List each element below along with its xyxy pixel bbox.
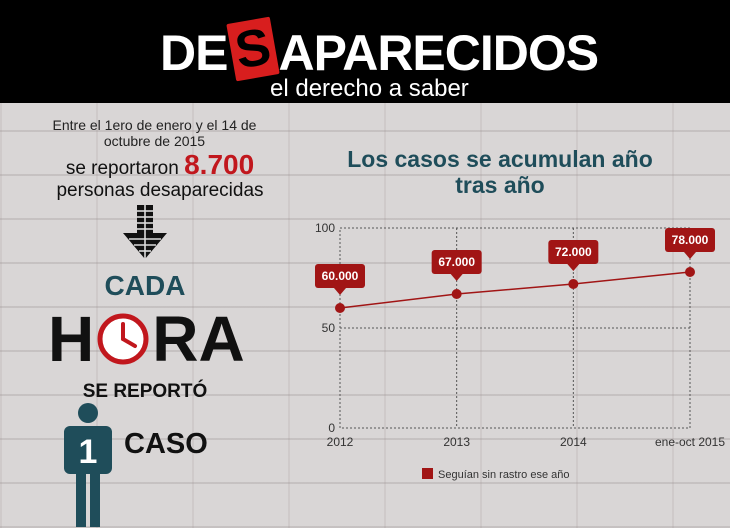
hora-word: H RA [48,303,245,375]
data-point [568,279,579,289]
data-label-box [431,250,482,274]
data-point [451,289,462,299]
line-chart: 0 50 100 2012 2013 2014 ene-oct 2015 60.000 67.0… [315,221,725,481]
intro-suffix: personas desaparecidas [56,180,264,201]
data-label-box [315,264,365,288]
data-label-pointer [567,264,580,271]
hora-right: RA [152,303,245,375]
person-number: 1 [79,433,98,471]
x-tick-label: 2012 [327,435,354,449]
series-line [339,271,691,309]
data-label-box [665,228,715,252]
data-label-pointer [684,252,696,259]
tagline: el derecho a saber [270,75,469,102]
hora-left: H [48,303,95,375]
brick-wall-background [0,103,730,528]
data-label-box [548,240,599,264]
intro-number: 8.700 [184,149,255,180]
data-label-pointer [450,274,463,281]
cada-label: CADA [104,270,186,301]
data-label: 72.000 [555,245,592,259]
x-tick-label: ene-oct 2015 [655,435,725,449]
data-label-pointer [334,288,346,295]
data-label: 67.000 [438,255,475,269]
logo-s-badge: S [226,16,281,82]
chart-title: Los casos se acumulan año tras año [347,146,653,198]
se-reporto-label: SE REPORTÓ [82,381,208,402]
y-tick-label: 0 [328,421,335,435]
logo-text-right: APARECIDOS [278,25,599,81]
caso-label: CASO [124,428,208,460]
data-label: 60.000 [322,269,359,283]
x-tick-label: 2014 [560,435,587,449]
y-tick-label: 50 [322,321,336,335]
intro-statement: se reportaron 8.700 personas desaparecid… [30,151,290,202]
data-point [335,303,345,313]
person-icon: 1 [64,403,112,527]
legend-swatch [422,468,433,479]
intro-date-range: Entre el 1ero de enero y el 14 de octubr… [52,117,257,149]
clock-icon [97,313,149,365]
x-tick-label: 2013 [443,435,470,449]
data-label: 78.000 [672,233,709,247]
header: DE S APARECIDOS el derecho a saber [0,0,730,103]
intro-prefix: se reportaron [65,158,179,179]
down-arrow-icon [123,205,167,259]
logo: DE S APARECIDOS [160,16,599,82]
logo-text-left: DE [160,25,228,81]
data-point [685,267,695,277]
legend-label: Seguían sin rastro ese año [438,469,569,481]
y-tick-label: 100 [315,221,335,235]
